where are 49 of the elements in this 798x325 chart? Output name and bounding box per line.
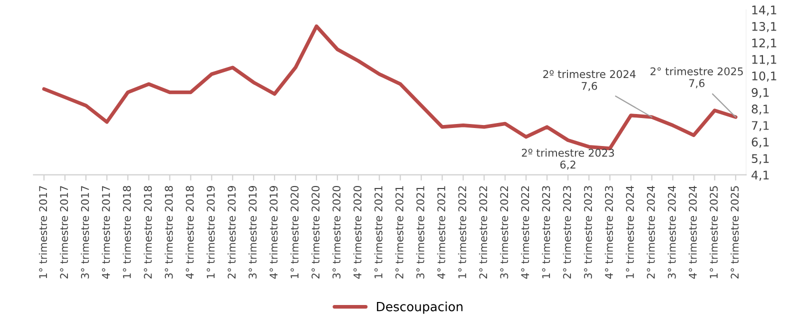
y-tick-label: 8,1 xyxy=(752,104,769,115)
x-tick-label: 1° trimestre 2024 xyxy=(626,186,634,278)
x-tick-label: 4° trimestre 2021 xyxy=(437,186,446,279)
y-tick-label: 14,1 xyxy=(752,6,776,16)
x-tick-label: 4° trimestre 2024 xyxy=(688,186,697,279)
x-tick-label: 4° trimestre 2017 xyxy=(102,186,110,279)
y-tick-label: 12,1 xyxy=(752,38,776,49)
x-tick-label: 2° trimestre 2020 xyxy=(311,186,320,278)
x-tick-label: 2° trimestre 2018 xyxy=(144,186,152,278)
y-tick-label: 9,1 xyxy=(752,88,769,98)
x-tick-label: 3° trimestre 2017 xyxy=(80,186,89,278)
x-tick-label: 4° trimestre 2022 xyxy=(520,186,530,279)
annotation: 2° trimestre 2025 7,6 xyxy=(650,67,743,88)
y-tick-label: 7,1 xyxy=(752,121,769,132)
x-tick-label: 2° trimestre 2021 xyxy=(395,186,404,278)
x-tick-label: 1° trimestre 2020 xyxy=(290,186,299,278)
x-tick-label: 1° trimestre 2021 xyxy=(374,186,382,278)
y-tick-label: 13,1 xyxy=(752,22,776,32)
y-tick-label: 4,1 xyxy=(752,170,769,181)
x-tick-label: 2° trimestre 2022 xyxy=(479,186,488,278)
x-tick-label: 4° trimestre 2020 xyxy=(353,186,362,279)
y-tick-label: 11,1 xyxy=(752,55,776,66)
x-tick-label: 1° trimestre 2022 xyxy=(458,186,466,278)
x-tick-label: 1° trimestre 2019 xyxy=(206,186,215,278)
x-tick-label: 1° trimestre 2018 xyxy=(122,186,131,278)
y-tick-label: 10,1 xyxy=(752,72,776,82)
annotation: 2º trimestre 2023 6,2 xyxy=(522,148,614,170)
x-tick-label: 2° trimestre 2025 xyxy=(730,186,739,278)
x-tick-label: 2° trimestre 2023 xyxy=(562,186,572,278)
x-tick-label: 3° trimestre 2023 xyxy=(584,186,592,278)
x-tick-label: 3° trimestre 2018 xyxy=(164,186,173,278)
x-tick-label: 2° trimestre 2017 xyxy=(60,186,68,278)
x-tick-label: 3° trimestre 2020 xyxy=(332,186,340,278)
annotation: 2º trimestre 2024 7,6 xyxy=(543,70,636,92)
x-tick-label: 1° trimestre 2017 xyxy=(38,186,48,278)
x-tick-label: 4° trimestre 2023 xyxy=(604,186,613,279)
x-tick-label: 3° trimestre 2019 xyxy=(248,186,257,278)
y-tick-label: 5,1 xyxy=(752,154,769,164)
y-tick-label: 6,1 xyxy=(752,138,769,148)
x-tick-label: 4° trimestre 2019 xyxy=(269,186,278,279)
x-tick-label: 2° trimestre 2019 xyxy=(228,186,236,278)
x-tick-label: 2° trimestre 2024 xyxy=(646,186,655,278)
x-tick-label: 4° trimestre 2018 xyxy=(186,186,194,279)
x-tick-label: 3° trimestre 2022 xyxy=(500,186,508,278)
x-tick-label: 1° trimestre 2023 xyxy=(542,186,550,278)
legend-label: Descoupacion xyxy=(376,302,462,314)
x-tick-label: 3° trimestre 2021 xyxy=(416,186,424,278)
x-tick-label: 3° trimestre 2024 xyxy=(668,186,676,278)
x-tick-label: 1° trimestre 2025 xyxy=(710,186,718,278)
